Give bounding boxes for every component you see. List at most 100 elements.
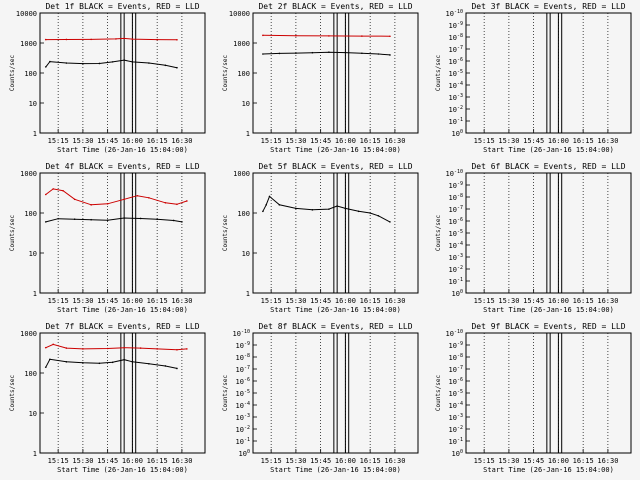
y-tick-label: 10-10 bbox=[233, 329, 250, 338]
data-point bbox=[123, 217, 125, 219]
y-tick-label: 10000 bbox=[229, 10, 250, 18]
x-tick-label: 16:15 bbox=[573, 457, 594, 465]
data-point bbox=[131, 38, 134, 40]
y-tick-label: 100 bbox=[237, 70, 250, 78]
data-point bbox=[295, 52, 297, 54]
x-tick-label: 16:15 bbox=[147, 457, 168, 465]
data-point bbox=[377, 215, 380, 217]
x-axis-label: Start Time (26-Jan-16 15:04:00) bbox=[483, 146, 614, 154]
y-tick-label: 10-9 bbox=[449, 341, 463, 350]
data-point bbox=[311, 51, 314, 54]
data-point bbox=[361, 52, 363, 55]
data-point bbox=[176, 66, 178, 69]
y-tick-label: 10-4 bbox=[449, 401, 463, 410]
x-axis-label: Start Time (26-Jan-16 15:04:00) bbox=[270, 466, 401, 474]
x-tick-label: 15:45 bbox=[523, 297, 544, 305]
chart-title: Det 4f BLACK = Events, RED = LLD bbox=[45, 162, 199, 171]
data-point bbox=[369, 212, 371, 214]
y-tick-label: 10-3 bbox=[449, 413, 463, 422]
y-tick-label: 1 bbox=[33, 450, 37, 458]
y-axis-label: Counts/sec bbox=[9, 375, 16, 412]
data-point bbox=[44, 366, 47, 368]
y-axis-label: Counts/sec bbox=[9, 55, 16, 92]
y-tick-label: 1000 bbox=[233, 40, 250, 48]
y-tick-label: 10-7 bbox=[449, 205, 463, 214]
data-point bbox=[176, 203, 178, 206]
x-tick-label: 16:00 bbox=[122, 297, 143, 305]
data-point bbox=[44, 66, 47, 68]
data-point bbox=[106, 347, 109, 350]
x-tick-label: 16:15 bbox=[360, 297, 381, 305]
y-tick-label: 10-9 bbox=[236, 341, 250, 350]
x-axis-label: Start Time (26-Jan-16 15:04:00) bbox=[57, 306, 188, 314]
x-tick-label: 16:15 bbox=[360, 457, 381, 465]
x-tick-label: 16:15 bbox=[573, 137, 594, 145]
y-tick-label: 10-2 bbox=[449, 265, 463, 274]
y-tick-label: 10-3 bbox=[236, 413, 250, 422]
data-point bbox=[186, 200, 188, 202]
y-tick-label: 10-1 bbox=[236, 437, 250, 446]
y-axis-label: Counts/sec bbox=[435, 55, 442, 92]
y-tick-label: 100 bbox=[24, 210, 37, 218]
y-tick-label: 10-9 bbox=[449, 181, 463, 190]
x-tick-label: 15:45 bbox=[97, 137, 118, 145]
data-point bbox=[90, 204, 92, 206]
x-axis-label: Start Time (26-Jan-16 15:04:00) bbox=[483, 466, 614, 474]
data-point bbox=[164, 365, 167, 367]
y-tick-label: 1000 bbox=[20, 170, 37, 178]
y-tick-label: 100 bbox=[239, 449, 250, 458]
plot-frame bbox=[39, 172, 206, 294]
x-tick-label: 15:15 bbox=[474, 137, 495, 145]
x-tick-label: 15:15 bbox=[474, 297, 495, 305]
y-axis-label: Counts/sec bbox=[222, 375, 229, 412]
y-tick-label: 1 bbox=[246, 130, 250, 138]
data-point bbox=[123, 198, 125, 201]
data-point bbox=[73, 198, 76, 201]
x-tick-label: 16:15 bbox=[573, 297, 594, 305]
x-tick-label: 15:30 bbox=[72, 457, 93, 465]
x-tick-label: 16:00 bbox=[548, 297, 569, 305]
data-point bbox=[98, 62, 101, 65]
y-tick-label: 10-6 bbox=[449, 217, 463, 226]
y-tick-label: 10-1 bbox=[449, 277, 463, 286]
x-tick-label: 16:00 bbox=[122, 457, 143, 465]
x-tick-label: 15:30 bbox=[285, 297, 306, 305]
y-tick-label: 10-7 bbox=[449, 365, 463, 374]
data-point bbox=[186, 348, 188, 350]
data-point bbox=[156, 218, 158, 220]
data-point bbox=[328, 208, 330, 210]
y-tick-label: 100 bbox=[24, 70, 37, 78]
y-tick-label: 10-5 bbox=[449, 69, 463, 78]
y-tick-label: 10-4 bbox=[449, 241, 463, 250]
data-point bbox=[164, 201, 167, 204]
x-tick-label: 15:30 bbox=[498, 457, 519, 465]
chart-title: Det 2f BLACK = Events, RED = LLD bbox=[258, 2, 412, 11]
y-tick-label: 10-4 bbox=[236, 401, 250, 410]
data-point bbox=[164, 64, 167, 67]
y-tick-label: 10-6 bbox=[449, 377, 463, 386]
y-tick-label: 100 bbox=[452, 289, 463, 298]
x-tick-label: 15:45 bbox=[523, 457, 544, 465]
x-tick-label: 15:45 bbox=[97, 297, 118, 305]
data-point bbox=[328, 35, 330, 37]
x-tick-label: 16:00 bbox=[335, 297, 356, 305]
x-tick-label: 15:15 bbox=[48, 457, 69, 465]
x-axis-label: Start Time (26-Jan-16 15:04:00) bbox=[270, 146, 401, 154]
y-tick-label: 10-6 bbox=[449, 57, 463, 66]
x-tick-label: 15:30 bbox=[72, 297, 93, 305]
x-tick-label: 15:15 bbox=[261, 297, 282, 305]
x-tick-label: 15:30 bbox=[498, 137, 519, 145]
y-tick-label: 10-2 bbox=[449, 105, 463, 114]
y-tick-label: 10-5 bbox=[449, 389, 463, 398]
x-tick-label: 15:30 bbox=[498, 297, 519, 305]
data-point bbox=[336, 205, 338, 207]
x-tick-label: 16:30 bbox=[171, 457, 192, 465]
x-axis-label: Start Time (26-Jan-16 15:04:00) bbox=[57, 466, 188, 474]
data-point bbox=[344, 51, 347, 54]
